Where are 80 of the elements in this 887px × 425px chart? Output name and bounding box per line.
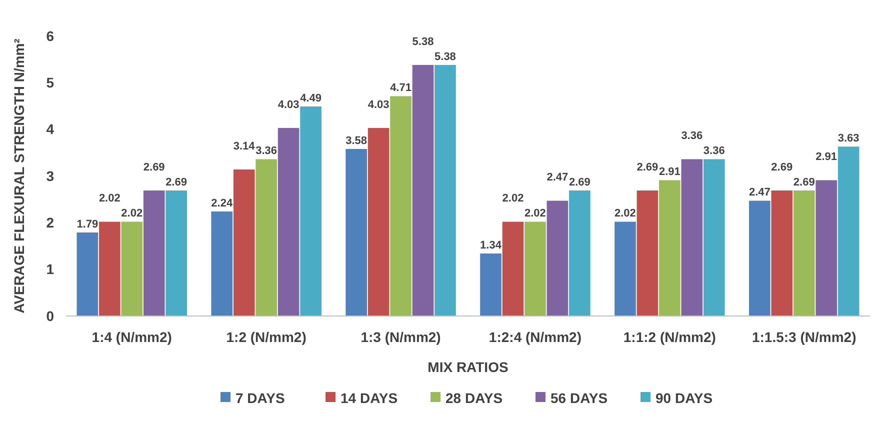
y-tick-label: 1 [46, 261, 54, 278]
bar [166, 190, 188, 316]
data-label: 2.91 [816, 151, 838, 164]
data-label: 4.03 [368, 98, 390, 111]
data-label: 2.69 [636, 161, 658, 174]
data-label: 2.69 [771, 161, 793, 174]
bar [434, 64, 456, 316]
bar [412, 64, 434, 316]
data-label: 3.63 [838, 132, 860, 145]
x-tick-label: 1:4 (N/mm2) [92, 329, 172, 345]
data-label: 2.02 [614, 208, 636, 220]
data-label: 2.02 [121, 208, 143, 220]
bar [211, 211, 233, 316]
data-label: 3.36 [681, 130, 703, 142]
bar [121, 222, 143, 316]
data-label: 2.02 [98, 192, 120, 205]
legend-label: 56 DAYS [550, 390, 608, 406]
x-tick-label: 1:1.5:3 (N/mm2) [752, 329, 856, 345]
y-tick-label: 5 [46, 74, 54, 91]
bar [480, 253, 502, 316]
x-tick-label: 1:2:4 (N/mm2) [488, 329, 582, 345]
bar [502, 222, 524, 316]
data-label: 1.79 [76, 218, 98, 230]
data-label: 2.24 [211, 197, 234, 210]
data-label: 4.71 [390, 82, 412, 94]
bar [816, 180, 838, 316]
bar [703, 159, 725, 316]
data-label: 4.49 [300, 92, 322, 104]
bar [546, 200, 568, 316]
bar [390, 96, 412, 316]
data-label: 2.69 [166, 176, 188, 188]
data-label: 2.91 [658, 166, 680, 178]
y-tick-label: 2 [46, 214, 54, 231]
data-label: 3.58 [346, 134, 368, 147]
y-tick-label: 3 [46, 168, 54, 184]
bar [278, 128, 300, 316]
bar [793, 190, 815, 316]
data-label: 1.34 [480, 239, 502, 252]
bar [368, 128, 390, 316]
bar [771, 190, 793, 316]
bar [346, 148, 367, 316]
y-axis-title: AVERAGE FLEXURAL STRENGTH N/mm² [11, 38, 27, 314]
bar [681, 159, 703, 316]
legend-label: 90 DAYS [656, 390, 713, 406]
bar [143, 190, 165, 316]
data-label: 2.47 [748, 186, 770, 199]
x-tick-label: 1:2 (N/mm2) [226, 329, 306, 345]
bar [98, 222, 120, 316]
data-label: 2.02 [502, 192, 524, 205]
data-label: 5.38 [412, 36, 434, 48]
data-label: 4.03 [278, 98, 300, 111]
x-axis-title: MIX RATIOS [428, 359, 508, 375]
data-label: 5.38 [434, 50, 456, 63]
x-tick-label: 1:3 (N/mm2) [360, 329, 441, 345]
bar [748, 200, 770, 316]
data-label: 2.69 [793, 176, 815, 188]
bar [614, 222, 636, 316]
legend-label: 7 DAYS [236, 390, 285, 406]
bar [256, 159, 277, 316]
bar [569, 190, 590, 316]
bar [233, 169, 255, 316]
data-label: 2.47 [546, 172, 568, 184]
y-tick-label: 6 [46, 28, 54, 44]
bar [636, 190, 658, 316]
data-label: 2.69 [568, 176, 590, 188]
bar [659, 180, 680, 316]
y-tick-label: 0 [46, 308, 54, 324]
bar [300, 106, 322, 316]
bar [76, 232, 98, 316]
data-label: 3.36 [256, 145, 278, 158]
data-label: 3.36 [703, 145, 725, 158]
bar [838, 146, 860, 316]
x-tick-label: 1:1:2 (N/mm2) [623, 329, 716, 345]
data-label: 2.69 [143, 161, 165, 174]
legend-label: 14 DAYS [340, 390, 398, 406]
y-tick-label: 4 [46, 121, 54, 138]
data-label: 3.14 [233, 140, 256, 152]
data-label: 2.02 [524, 208, 546, 220]
legend-label: 28 DAYS [446, 390, 503, 406]
bar [524, 222, 546, 316]
